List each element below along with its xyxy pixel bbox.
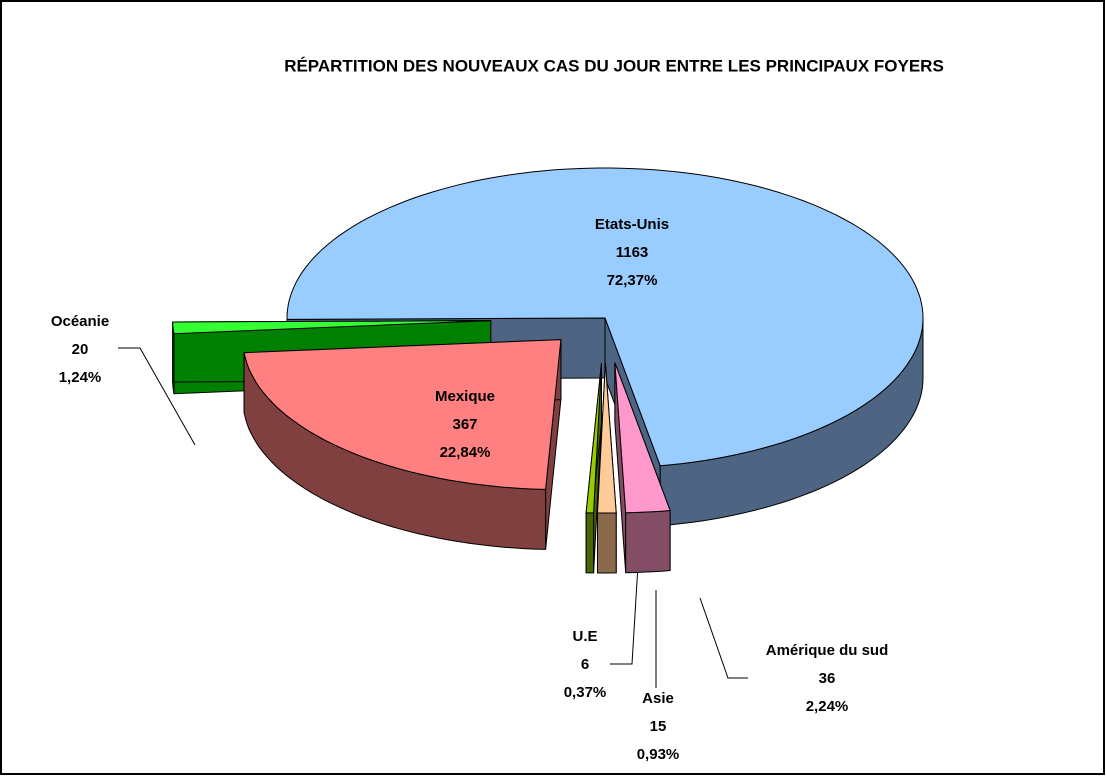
- slice-label: Mexique: [435, 388, 495, 405]
- pie: [172, 167, 924, 574]
- slice-value: 20: [72, 341, 89, 358]
- slice-value: 1163: [616, 244, 649, 261]
- labels: Etats-Unis 1163 72,37% Amérique du sud 36 2,2…: [51, 216, 888, 763]
- slice-label: Etats-Unis: [595, 216, 669, 233]
- slice-percent: 2,24%: [806, 698, 849, 715]
- slice-wall: [597, 512, 617, 574]
- leader-lines: [118, 347, 748, 688]
- slice-percent: 72,37%: [607, 272, 658, 289]
- slice: [243, 339, 562, 490]
- slice: [172, 320, 491, 335]
- slice-value: 367: [452, 416, 477, 433]
- slice-label: Océanie: [51, 313, 109, 330]
- slice-percent: 0,37%: [564, 684, 607, 701]
- slice-percent: 0,93%: [637, 746, 680, 763]
- slice-value: 36: [819, 670, 836, 687]
- slice-label: Amérique du sud: [766, 642, 889, 659]
- slice-wall: [585, 512, 595, 574]
- slice-percent: 1,24%: [59, 369, 102, 386]
- slice: [286, 167, 924, 467]
- slice-value: 15: [650, 718, 667, 735]
- leader-line: [699, 597, 748, 679]
- slice-label: Asie: [642, 690, 674, 707]
- slice: [596, 362, 617, 514]
- chart-title: RÉPARTITION DES NOUVEAUX CAS DU JOUR ENT…: [284, 56, 944, 75]
- leader-line: [118, 347, 196, 446]
- slice-label: U.E: [572, 628, 597, 645]
- slice-value: 6: [581, 656, 589, 673]
- slice: [614, 362, 671, 514]
- slice-percent: 22,84%: [440, 444, 491, 461]
- slice-wall: [625, 509, 671, 574]
- leader-line: [610, 564, 639, 665]
- slice: [585, 362, 602, 514]
